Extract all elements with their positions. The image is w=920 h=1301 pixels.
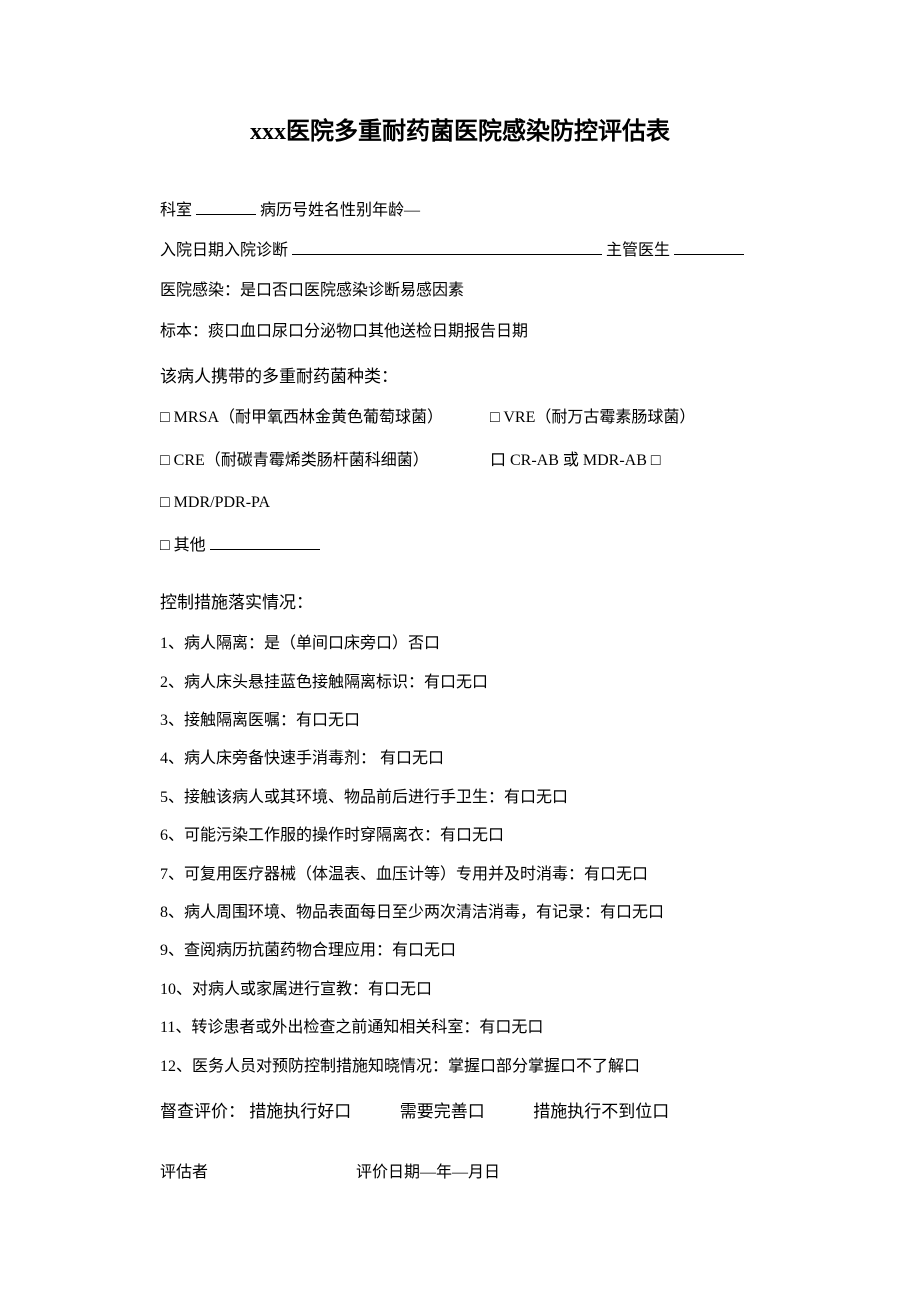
control-section-header: 控制措施落实情况： [160,587,760,619]
bacteria-item-other[interactable]: □ 其他 [160,531,460,561]
admission-line: 入院日期入院诊断 主管医生 [160,236,760,266]
evaluation-option[interactable]: 需要完善口 [400,1102,485,1121]
control-item[interactable]: 10、对病人或家属进行宣教：有口无口 [160,975,760,1005]
department-line: 科室 病历号姓名性别年龄— [160,196,760,226]
evaluation-line: 督查评价： 措施执行好口 需要完善口 措施执行不到位口 [160,1096,760,1128]
control-item[interactable]: 11、转诊患者或外出检查之前通知相关科室：有口无口 [160,1013,760,1043]
control-item[interactable]: 6、可能污染工作服的操作时穿隔离衣：有口无口 [160,821,760,851]
bacteria-other-label: □ 其他 [160,537,206,554]
form-title: xxx医院多重耐药菌医院感染防控评估表 [160,110,760,156]
bacteria-item[interactable]: □ CRE（耐碳青霉烯类肠杆菌科细菌） [160,446,460,476]
bacteria-item[interactable]: □ VRE（耐万古霉素肠球菌） [490,403,760,433]
control-item[interactable]: 1、病人隔离：是（单间口床旁口）否口 [160,629,760,659]
bacteria-other-blank[interactable] [210,534,320,550]
evaluation-option[interactable]: 措施执行不到位口 [533,1102,669,1121]
bacteria-column-right: □ VRE（耐万古霉素肠球菌） 口 CR-AB 或 MDR-AB □ [490,403,760,573]
bacteria-section-header: 该病人携带的多重耐药菌种类： [160,361,760,393]
control-item[interactable]: 3、接触隔离医嘱：有口无口 [160,706,760,736]
department-blank[interactable] [196,199,256,215]
bacteria-item[interactable]: □ MDR/PDR-PA [160,488,460,518]
doctor-label: 主管医生 [606,242,670,259]
record-info-label: 病历号姓名性别年龄— [260,202,420,219]
control-item[interactable]: 9、查阅病历抗菌药物合理应用：有口无口 [160,936,760,966]
control-item[interactable]: 4、病人床旁备快速手消毒剂： 有口无口 [160,744,760,774]
control-item[interactable]: 5、接触该病人或其环境、物品前后进行手卫生：有口无口 [160,783,760,813]
bacteria-item[interactable]: □ MRSA（耐甲氧西林金黄色葡萄球菌） [160,403,460,433]
evaluation-date-label: 评价日期—年—月日 [356,1164,500,1181]
bacteria-item[interactable]: 口 CR-AB 或 MDR-AB □ [490,446,760,476]
infection-line: 医院感染：是口否口医院感染诊断易感因素 [160,276,760,306]
control-item[interactable]: 12、医务人员对预防控制措施知晓情况：掌握口部分掌握口不了解口 [160,1052,760,1082]
specimen-line: 标本：痰口血口尿口分泌物口其他送检日期报告日期 [160,317,760,347]
control-item[interactable]: 7、可复用医疗器械（体温表、血压计等）专用并及时消毒：有口无口 [160,860,760,890]
admission-label: 入院日期入院诊断 [160,242,288,259]
signature-line: 评估者 评价日期—年—月日 [160,1158,760,1188]
evaluation-label: 督查评价： [160,1102,245,1121]
admission-blank[interactable] [292,239,602,255]
control-item[interactable]: 2、病人床头悬挂蓝色接触隔离标识：有口无口 [160,668,760,698]
bacteria-column-left: □ MRSA（耐甲氧西林金黄色葡萄球菌） □ CRE（耐碳青霉烯类肠杆菌科细菌）… [160,403,460,573]
control-item[interactable]: 8、病人周围环境、物品表面每日至少两次清洁消毒，有记录：有口无口 [160,898,760,928]
department-label: 科室 [160,202,192,219]
doctor-blank[interactable] [674,239,744,255]
evaluator-label: 评估者 [160,1164,208,1181]
bacteria-columns: □ MRSA（耐甲氧西林金黄色葡萄球菌） □ CRE（耐碳青霉烯类肠杆菌科细菌）… [160,403,760,573]
evaluation-option[interactable]: 措施执行好口 [249,1102,351,1121]
